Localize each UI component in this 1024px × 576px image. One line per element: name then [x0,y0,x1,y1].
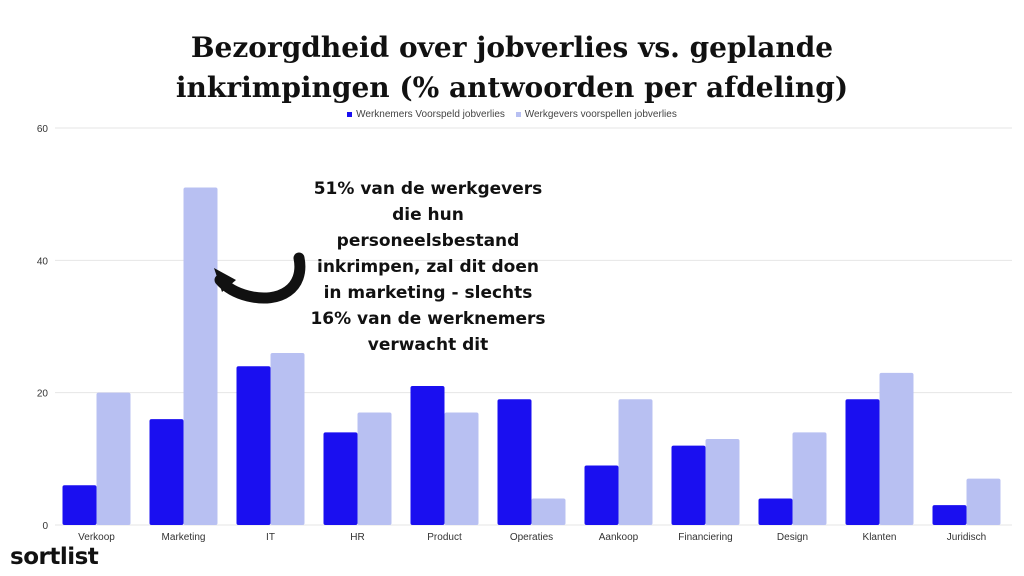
x-tick-label: Operaties [510,532,553,543]
bar-werknemers [149,419,184,525]
chart-legend: Werknemers Voorspeld jobverlies Werkgeve… [0,109,1024,120]
bar-werkgevers [531,498,566,525]
bar-werknemers [62,485,97,525]
bar-werknemers [758,498,793,525]
tick-labels: 0 20 40 60 Verkoop Marketing IT HR Product Operat… [37,124,986,543]
sortlist-logo: sortlist [10,544,99,570]
bar-werkgevers [879,372,914,525]
bar-werknemers [236,366,271,525]
bar-werknemers [932,505,967,525]
bar-werknemers [410,386,445,525]
legend-item-werkgevers: Werkgevers voorspellen jobverlies [515,109,677,120]
bars [62,187,1001,526]
curved-arrow-icon [214,252,306,304]
legend-label: Werknemers Voorspeld jobverlies [356,109,505,120]
bar-werknemers [323,432,358,525]
bar-werknemers [584,465,619,525]
legend-label: Werkgevers voorspellen jobverlies [524,109,677,120]
legend-swatch [347,111,353,117]
legend-swatch [515,111,521,117]
bar-werkgevers [618,399,653,525]
bar-werkgevers [792,432,827,525]
x-tick-label: IT [266,532,275,543]
y-tick-label: 40 [37,256,49,267]
legend-item-werknemers: Werknemers Voorspeld jobverlies [347,109,505,120]
x-tick-label: Financiering [678,532,732,543]
x-tick-label: Klanten [863,532,897,543]
y-tick-label: 60 [37,124,49,135]
annotation-text: 51% van de werkgevers die hun personeels… [310,179,546,355]
chart-title: Bezorgdheid over jobverlies vs. geplande… [0,28,1024,108]
bar-werkgevers [270,352,305,525]
bar-werkgevers [705,438,740,525]
bar-werkgevers [444,412,479,525]
y-tick-label: 0 [42,521,48,532]
bar-werknemers [845,399,880,525]
x-tick-label: Aankoop [599,532,639,543]
bar-werknemers [497,399,532,525]
bar-werknemers [671,445,706,525]
bar-werkgevers [183,187,218,526]
chart-title-line: Bezorgdheid over jobverlies vs. geplande [190,31,834,64]
x-tick-label: HR [350,532,364,543]
x-tick-label: Design [777,532,808,543]
bar-werkgevers [96,392,131,525]
chart-title-line: inkrimpingen (% antwoorden per afdeling) [175,71,849,104]
x-tick-label: Product [427,532,462,543]
x-tick-label: Verkoop [78,532,115,543]
bar-werkgevers [966,478,1001,525]
x-tick-label: Marketing [162,532,206,543]
bar-werkgevers [357,412,392,525]
y-tick-label: 20 [37,389,49,400]
x-tick-label: Juridisch [947,532,986,543]
